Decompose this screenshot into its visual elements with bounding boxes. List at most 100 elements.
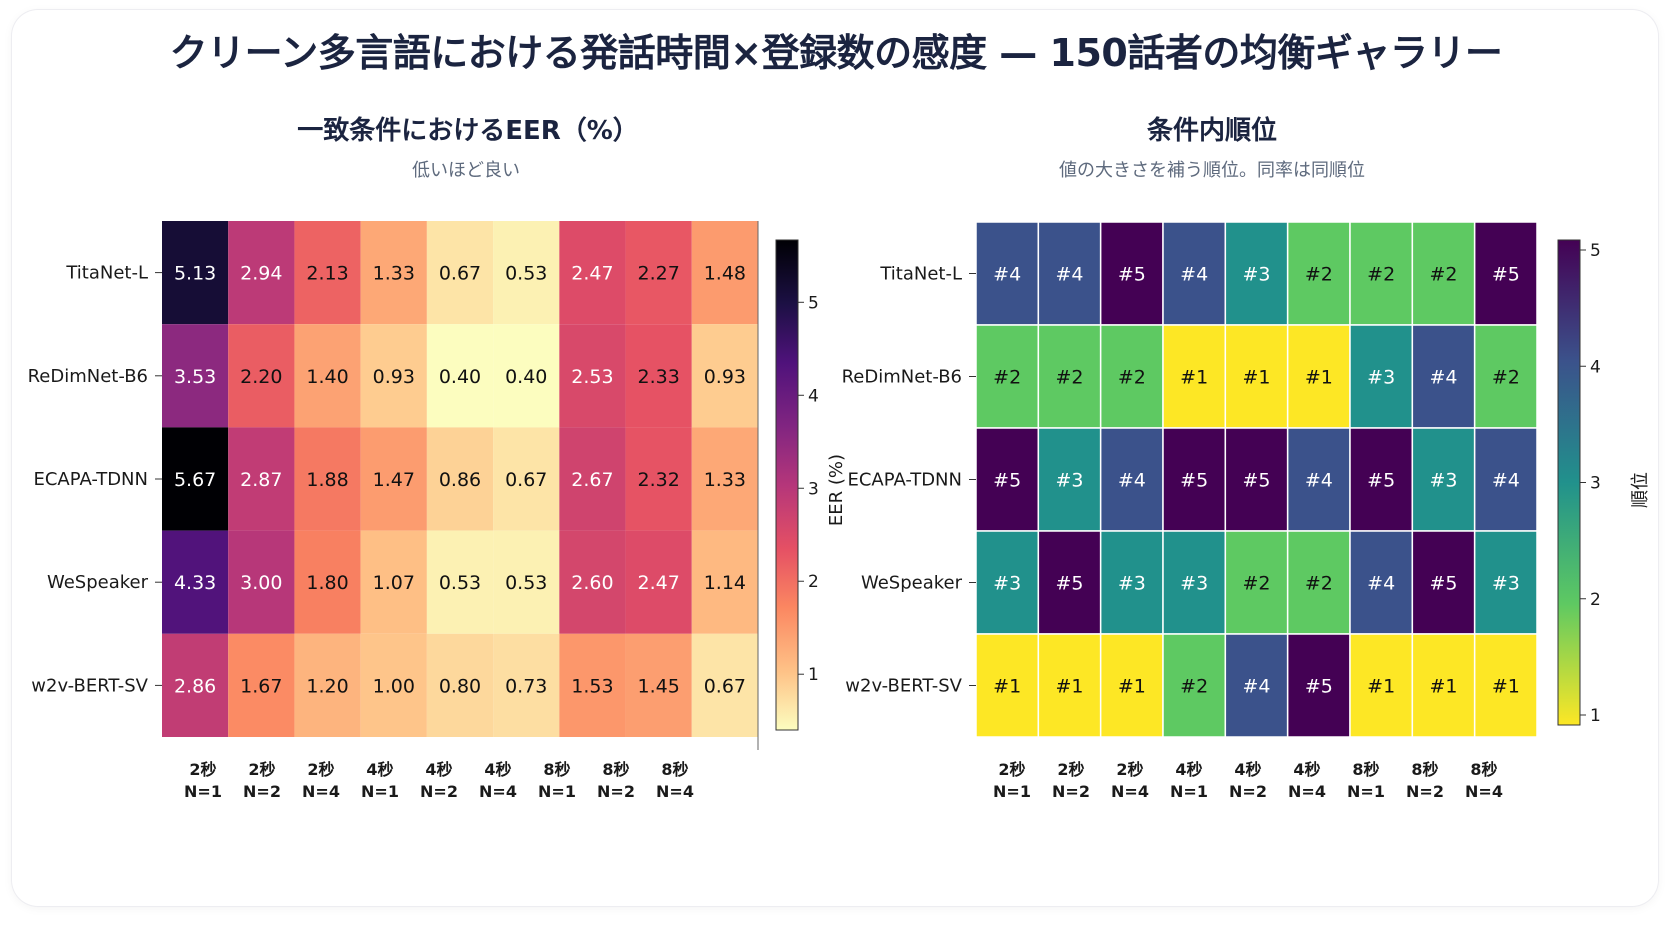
heatmap-cell	[1286, 427, 1351, 532]
row-label: w2v-BERT-SV	[845, 676, 962, 697]
heatmap-cell	[493, 324, 560, 428]
cell-value-label: #2	[1305, 264, 1333, 286]
heatmap-cell	[162, 324, 229, 428]
heatmap-cell	[559, 324, 626, 428]
heatmap-cell	[625, 633, 692, 737]
heatmap-cell	[1411, 633, 1476, 738]
colorbar-tick-label: 2	[1590, 590, 1601, 610]
row-label: WeSpeaker	[47, 572, 149, 593]
cell-value-label: #1	[1055, 676, 1083, 698]
heatmap-cell	[426, 221, 494, 325]
heatmap-cell	[691, 324, 758, 428]
column-tick-label: 2秒	[248, 760, 275, 779]
cell-value-label: #5	[1242, 470, 1270, 492]
heatmap-cell	[559, 221, 626, 325]
cell-value-label: #1	[1242, 367, 1270, 389]
heatmap-cell	[162, 530, 229, 634]
cell-value-label: 2.33	[638, 366, 680, 388]
column-tick-label: N=2	[1406, 782, 1444, 801]
cell-value-label: #1	[1118, 676, 1146, 698]
heatmap-cell	[228, 530, 295, 634]
column-tick-label: 8秒	[1352, 760, 1379, 779]
heatmap-cell	[228, 221, 295, 325]
heatmap-cell	[1349, 427, 1414, 532]
column-tick-label: 4秒	[484, 760, 511, 779]
cell-value-label: 5.67	[174, 469, 216, 491]
column-tick-label: 8秒	[661, 760, 688, 779]
column-tick-label: 2秒	[998, 760, 1025, 779]
heatmap-cell	[625, 530, 692, 634]
row-label: TitaNet-L	[879, 264, 962, 285]
cell-value-label: 0.40	[505, 366, 547, 388]
column-tick-label: N=2	[243, 782, 281, 801]
cell-value-label: #3	[1492, 573, 1520, 595]
right-panel-title: 条件内順位	[1147, 115, 1277, 146]
cell-value-label: 2.87	[240, 469, 282, 491]
heatmap-cell	[1224, 633, 1289, 738]
heatmap-cell	[559, 633, 626, 737]
colorbar-tick-label: 1	[1590, 706, 1601, 726]
column-tick-label: 2秒	[1057, 760, 1084, 779]
cell-value-label: 1.40	[306, 366, 348, 388]
cell-value-label: 3.53	[174, 366, 216, 388]
cell-value-label: 0.86	[439, 469, 481, 491]
cell-value-label: 5.13	[174, 263, 216, 285]
cell-value-label: #4	[993, 264, 1021, 286]
colorbar-tick-label: 1	[808, 665, 819, 685]
heatmap-cell	[691, 633, 758, 737]
heatmap-cell	[1349, 324, 1414, 429]
cell-value-label: #1	[1429, 676, 1457, 698]
column-tick-label: N=1	[361, 782, 399, 801]
heatmap-cell	[691, 530, 758, 634]
left-heatmap: 5.13 2.94 2.13 1.33 0.67 0.53 2.47 2.27 1.48 3.53…	[28, 221, 759, 801]
heatmap-cell	[493, 427, 560, 531]
cell-value-label: 1.67	[240, 675, 282, 697]
row-label: TitaNet-L	[65, 263, 148, 284]
cell-value-label: 2.86	[174, 675, 216, 697]
cell-value-label: 2.47	[571, 263, 613, 285]
cell-value-label: 0.73	[505, 675, 547, 697]
heatmap-cell	[1349, 530, 1414, 635]
row-label: ECAPA-TDNN	[847, 470, 962, 491]
column-tick-label: N=2	[420, 782, 458, 801]
cell-value-label: 2.32	[638, 469, 680, 491]
heatmap-cell	[1099, 427, 1164, 532]
left-colorbar: 1 2 3 4 5 EER (%)	[775, 239, 847, 731]
heatmap-cell	[1411, 530, 1476, 635]
cell-value-label: 0.80	[439, 675, 481, 697]
row-label: ECAPA-TDNN	[33, 469, 148, 490]
cell-value-label: #1	[993, 676, 1021, 698]
cell-value-label: 0.40	[439, 366, 481, 388]
colorbar-tick-label: 4	[1590, 357, 1601, 377]
heatmap-cell	[1099, 633, 1164, 738]
cell-value-label: #5	[1429, 573, 1457, 595]
cell-value-label: 1.53	[571, 675, 613, 697]
heatmap-cell	[360, 633, 427, 737]
colorbar-tick-label: 5	[808, 293, 819, 313]
column-tick-label: 2秒	[307, 760, 334, 779]
column-tick-label: 8秒	[602, 760, 629, 779]
colorbar-tick-label: 4	[808, 386, 819, 406]
heatmap-cell	[426, 530, 494, 634]
column-tick-label: N=1	[1347, 782, 1385, 801]
cell-value-label: #4	[1118, 470, 1146, 492]
cell-value-label: 2.53	[571, 366, 613, 388]
cell-value-label: #5	[1118, 264, 1146, 286]
cell-value-label: #5	[1180, 470, 1208, 492]
cell-value-label: 1.20	[306, 675, 348, 697]
heatmap-cell	[1162, 221, 1227, 326]
cell-value-label: #2	[1242, 573, 1270, 595]
heatmap-cell	[625, 221, 692, 325]
heatmap-cell	[625, 324, 692, 428]
heatmap-cell	[493, 221, 560, 325]
cell-value-label: 0.67	[704, 675, 746, 697]
column-tick-label: N=1	[1170, 782, 1208, 801]
heatmap-cell	[1473, 427, 1538, 532]
colorbar-gradient	[1557, 239, 1581, 726]
cell-value-label: 1.80	[306, 572, 348, 594]
column-tick-label: N=4	[1465, 782, 1503, 801]
heatmap-cell	[975, 221, 1040, 326]
column-tick-label: 2秒	[189, 760, 216, 779]
cell-value-label: #3	[1180, 573, 1208, 595]
heatmap-cell	[1473, 324, 1538, 429]
